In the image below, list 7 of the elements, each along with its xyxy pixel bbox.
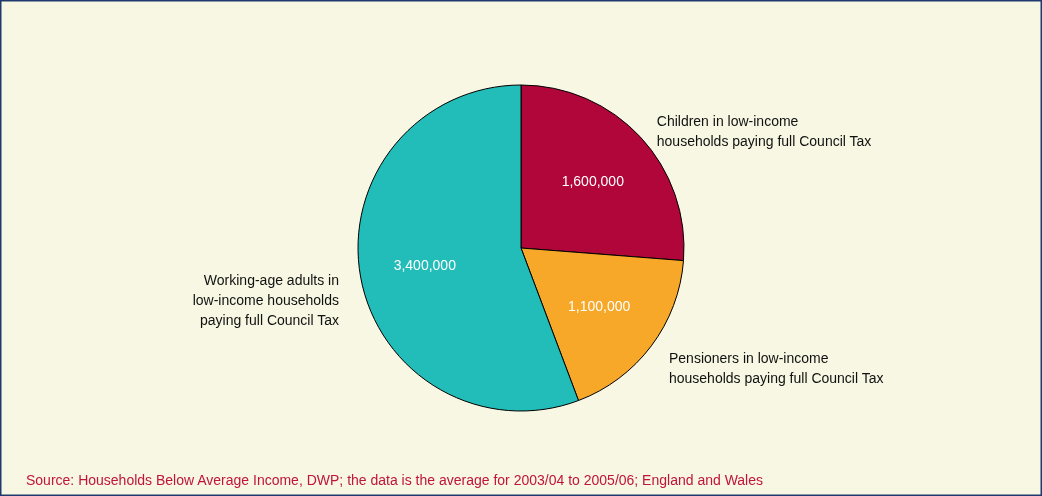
- data-label: 3,400,000: [393, 256, 457, 273]
- slice-label: Children in low-income households paying full Council Tax: [656, 113, 872, 150]
- data-label: 1,600,000: [561, 172, 625, 189]
- data-label: 1,100,000: [568, 297, 631, 314]
- slice-label: Working-age adults in low-income households paying full Council Tax: [192, 272, 339, 329]
- source-note: Source: Households Below Average Income, DWP; the data is the average for 2003/04 to 2005/06; England and Wales: [26, 472, 764, 488]
- slice-label: Pensioners in low-income households paying full Council Tax: [668, 350, 884, 387]
